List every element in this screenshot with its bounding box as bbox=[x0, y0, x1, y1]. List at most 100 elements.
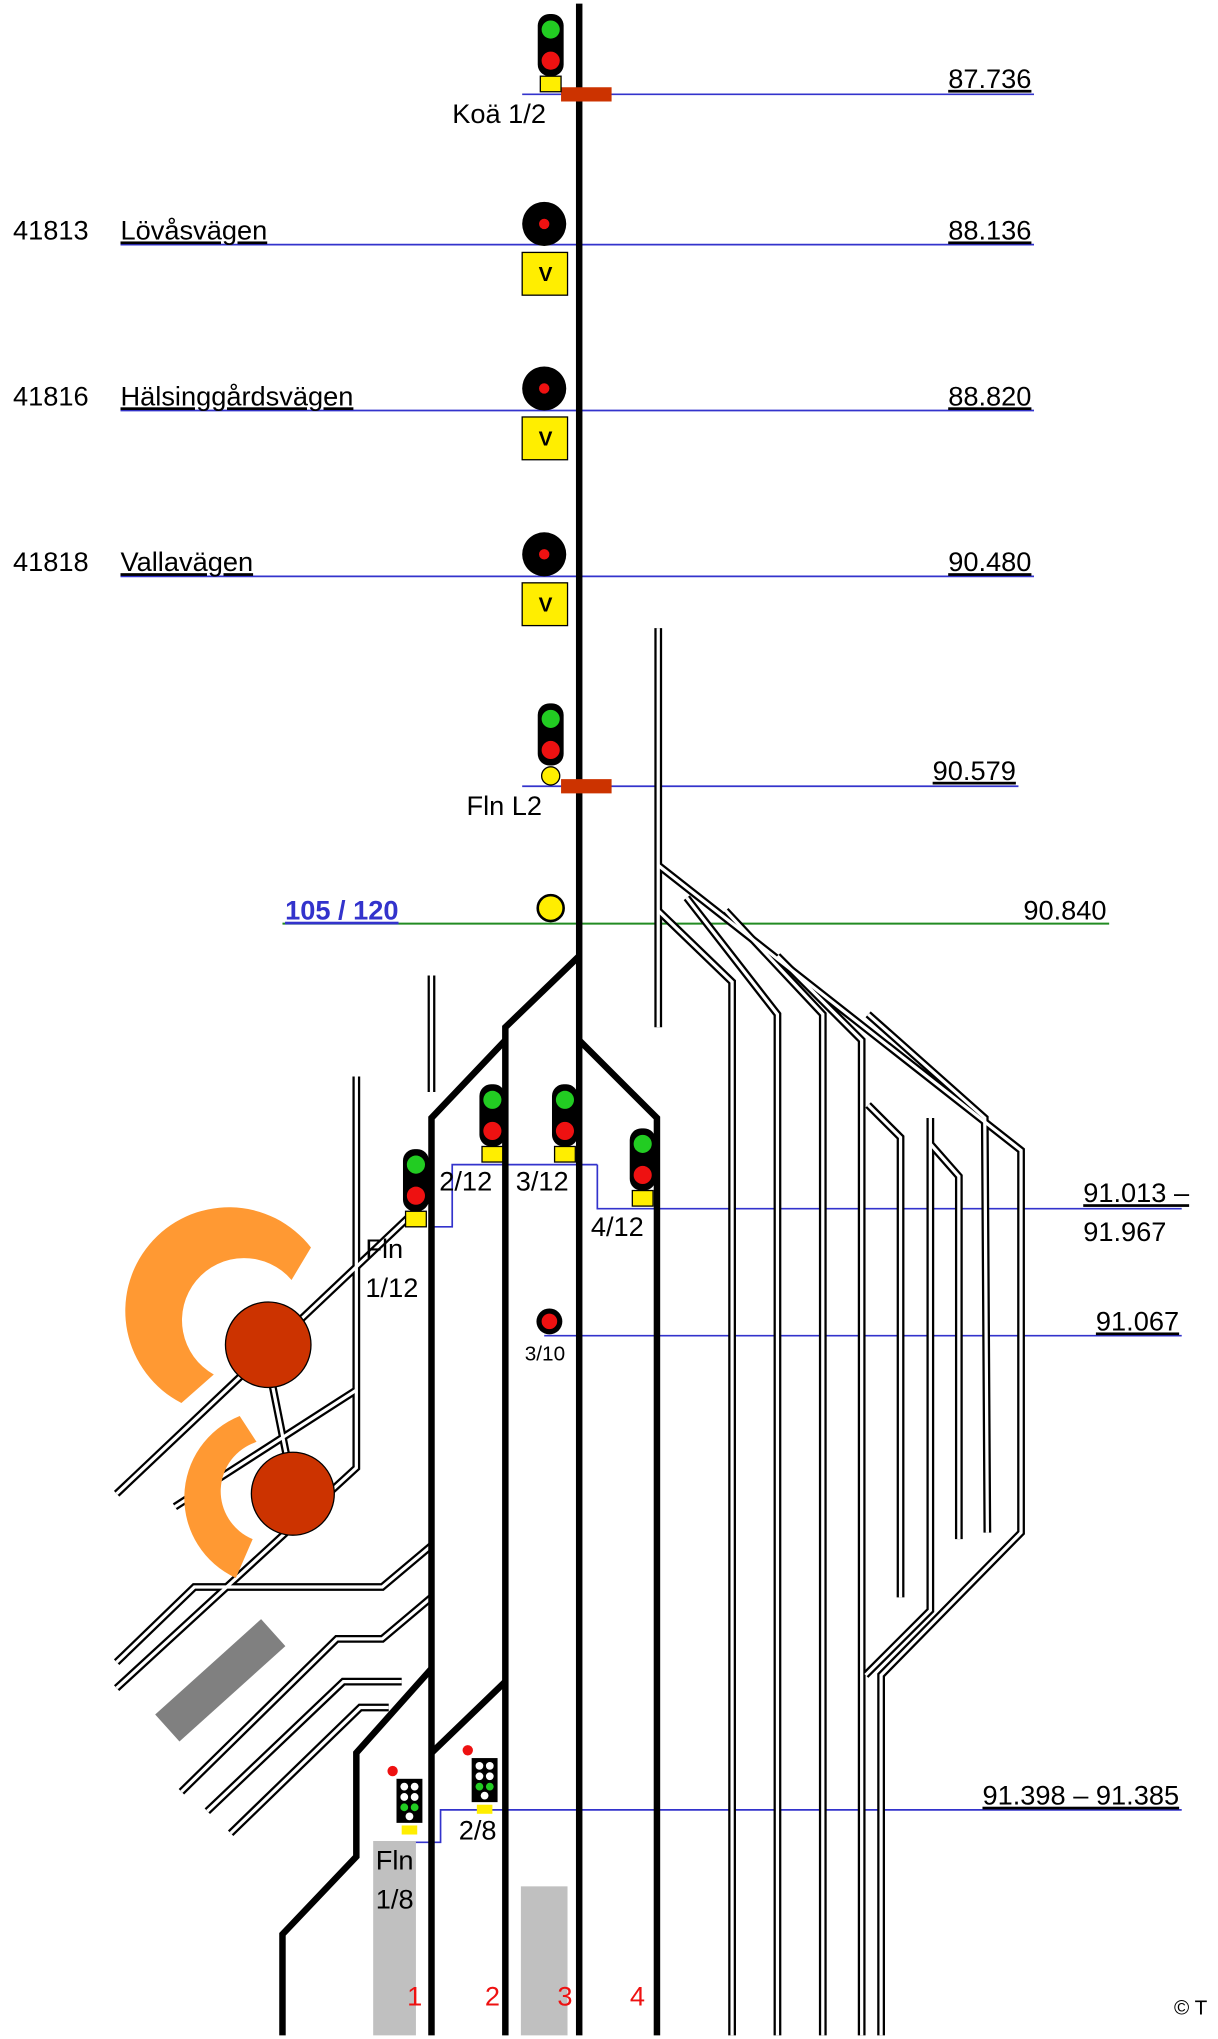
shape bbox=[539, 383, 549, 393]
track bbox=[868, 1105, 900, 1597]
track-diagram: Koä 1/2 87.736 Fln L2 90.579 41813 Lövås… bbox=[0, 0, 1218, 2039]
signal bbox=[403, 1149, 429, 1227]
signal-label: 3/12 bbox=[516, 1166, 569, 1197]
shape bbox=[481, 1792, 489, 1800]
shape bbox=[411, 1783, 419, 1791]
shape bbox=[486, 1762, 494, 1770]
crossing-name: Hälsinggårdsvägen bbox=[121, 380, 354, 411]
crossing-name: Vallavägen bbox=[121, 546, 254, 577]
track-number: 2 bbox=[485, 1981, 500, 2012]
speed-sign bbox=[538, 895, 564, 921]
km-label: 91.013 – bbox=[1083, 1177, 1190, 1208]
crossing-sign: V bbox=[539, 593, 553, 616]
shape bbox=[542, 741, 560, 759]
track-core bbox=[272, 1384, 288, 1462]
crossing-name: Lövåsvägen bbox=[121, 214, 268, 245]
km-label: 90.480 bbox=[948, 546, 1031, 577]
signal bbox=[552, 1084, 578, 1162]
shape bbox=[411, 1803, 419, 1811]
track-number: 1 bbox=[407, 1981, 422, 2012]
shape bbox=[542, 20, 560, 38]
signal-label: 1/8 bbox=[376, 1883, 414, 1914]
km-label: 91.967 bbox=[1083, 1216, 1166, 1247]
signal-label: 4/12 bbox=[591, 1211, 644, 1242]
crossing-sign: V bbox=[539, 263, 553, 286]
shape bbox=[634, 1135, 652, 1153]
km-label: 87.736 bbox=[948, 63, 1031, 94]
shape bbox=[539, 219, 549, 229]
signal-label: 1/12 bbox=[365, 1272, 418, 1303]
shape bbox=[539, 549, 549, 559]
signal bbox=[463, 1745, 498, 1814]
shape bbox=[542, 52, 560, 70]
shape bbox=[555, 1146, 576, 1162]
km-label: 91.398 – 91.385 bbox=[982, 1780, 1179, 1811]
shape bbox=[400, 1793, 408, 1801]
marker-label: Fln L2 bbox=[466, 790, 542, 821]
track-core bbox=[930, 1144, 959, 1539]
track-core bbox=[207, 1682, 401, 1812]
shape bbox=[400, 1783, 408, 1791]
crossing-id: 41818 bbox=[13, 546, 89, 577]
turntable bbox=[225, 1302, 311, 1388]
signal bbox=[538, 703, 564, 785]
shape bbox=[407, 1156, 425, 1174]
shape bbox=[411, 1793, 419, 1801]
shape bbox=[406, 1211, 427, 1227]
shape bbox=[402, 1825, 418, 1834]
shape bbox=[482, 1146, 503, 1162]
signal bbox=[538, 14, 564, 92]
crossing-id: 41813 bbox=[13, 214, 89, 245]
platform bbox=[521, 1886, 568, 2035]
km-label: 88.820 bbox=[948, 380, 1031, 411]
lamp bbox=[542, 1314, 558, 1330]
crossing-sign: V bbox=[539, 427, 553, 450]
signal bbox=[387, 1766, 422, 1835]
turntable bbox=[251, 1452, 334, 1535]
copyright: © T bbox=[1174, 1997, 1208, 2020]
km-label: 91.067 bbox=[1096, 1305, 1179, 1336]
shape bbox=[476, 1772, 484, 1780]
signal-label: Fln bbox=[376, 1845, 414, 1876]
signal-label: 2/12 bbox=[439, 1166, 492, 1197]
shape bbox=[540, 76, 561, 92]
shape bbox=[632, 1191, 653, 1207]
shape bbox=[483, 1122, 501, 1140]
km-lines bbox=[121, 94, 1182, 1842]
speed-label: 105 / 120 bbox=[285, 895, 398, 926]
signal-label: 2/8 bbox=[459, 1815, 497, 1846]
shape bbox=[486, 1783, 494, 1791]
km-label: 90.840 bbox=[1023, 895, 1106, 926]
signal-label: Fln bbox=[365, 1233, 403, 1264]
track bbox=[431, 1682, 505, 1753]
marker-label: Koä 1/2 bbox=[452, 98, 546, 129]
shape bbox=[387, 1766, 397, 1776]
track-number: 3 bbox=[557, 1981, 572, 2012]
shape bbox=[556, 1091, 574, 1109]
track bbox=[930, 1144, 959, 1539]
shape bbox=[476, 1762, 484, 1770]
signal bbox=[630, 1128, 656, 1206]
crossing-id: 41816 bbox=[13, 380, 89, 411]
signal bbox=[479, 1084, 505, 1162]
shape bbox=[406, 1812, 414, 1820]
shape bbox=[476, 1783, 484, 1791]
track bbox=[658, 865, 1021, 2035]
track bbox=[207, 1682, 401, 1812]
track-core bbox=[658, 865, 1021, 2035]
roundhouse bbox=[184, 1416, 256, 1578]
track-core bbox=[658, 911, 732, 2036]
km-label: 90.579 bbox=[933, 755, 1016, 786]
km-label: 88.136 bbox=[948, 214, 1031, 245]
page: Koä 1/2 87.736 Fln L2 90.579 41813 Lövås… bbox=[0, 0, 1218, 2039]
shape bbox=[407, 1187, 425, 1205]
shape bbox=[483, 1091, 501, 1109]
shape bbox=[477, 1805, 493, 1814]
shape bbox=[542, 767, 560, 785]
signal-label: 3/10 bbox=[525, 1342, 565, 1365]
shape bbox=[463, 1745, 473, 1755]
shape bbox=[400, 1803, 408, 1811]
track bbox=[658, 911, 732, 2036]
shape bbox=[486, 1772, 494, 1780]
shape bbox=[556, 1122, 574, 1140]
